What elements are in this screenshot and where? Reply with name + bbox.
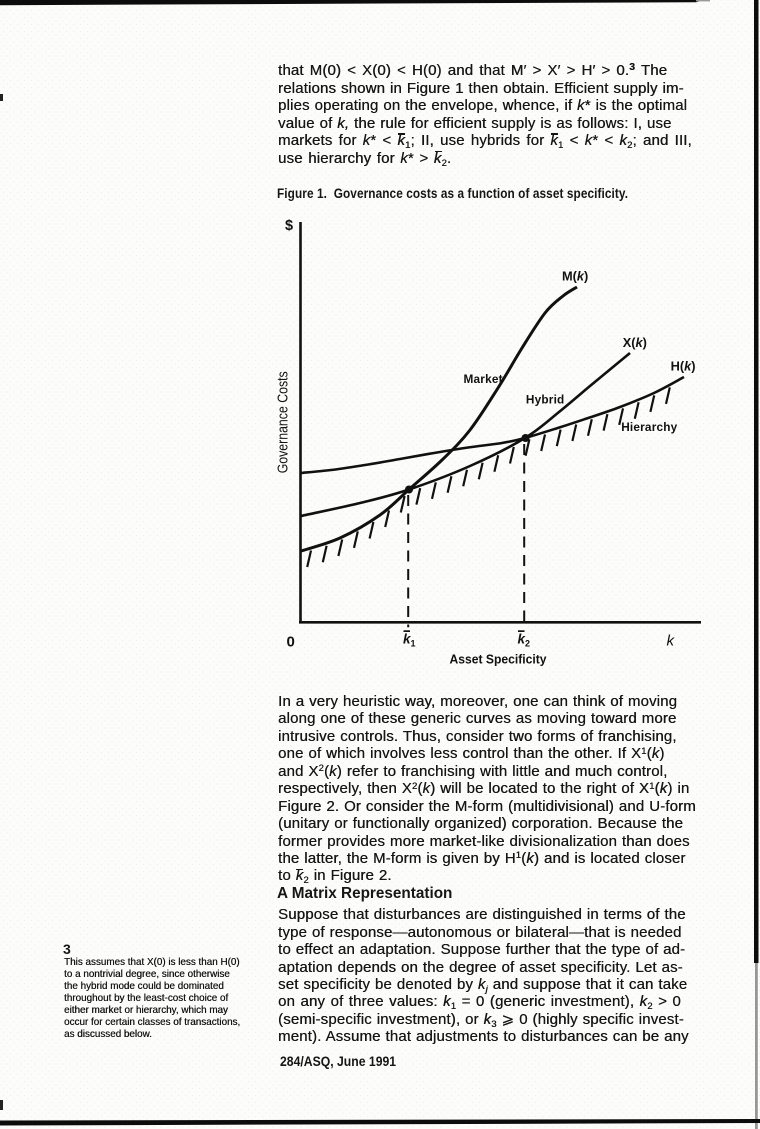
svg-text:Market: Market (464, 372, 503, 386)
svg-text:Asset Specificity: Asset Specificity (450, 652, 548, 667)
svg-text:Governance Costs: Governance Costs (276, 371, 292, 473)
svg-text:M(k): M(k) (562, 269, 588, 284)
svg-text:H(k): H(k) (671, 359, 696, 374)
svg-text:0: 0 (287, 634, 295, 651)
svg-text:X(k): X(k) (623, 335, 647, 350)
svg-text:1: 1 (411, 639, 416, 649)
svg-text:Hybrid: Hybrid (526, 393, 565, 407)
svg-text:k: k (667, 633, 676, 650)
svg-text:2: 2 (525, 639, 530, 649)
svg-text:Hierarchy: Hierarchy (621, 420, 677, 434)
svg-text:$: $ (285, 218, 293, 234)
svg-text:k: k (403, 632, 412, 647)
svg-text:k: k (518, 632, 527, 647)
